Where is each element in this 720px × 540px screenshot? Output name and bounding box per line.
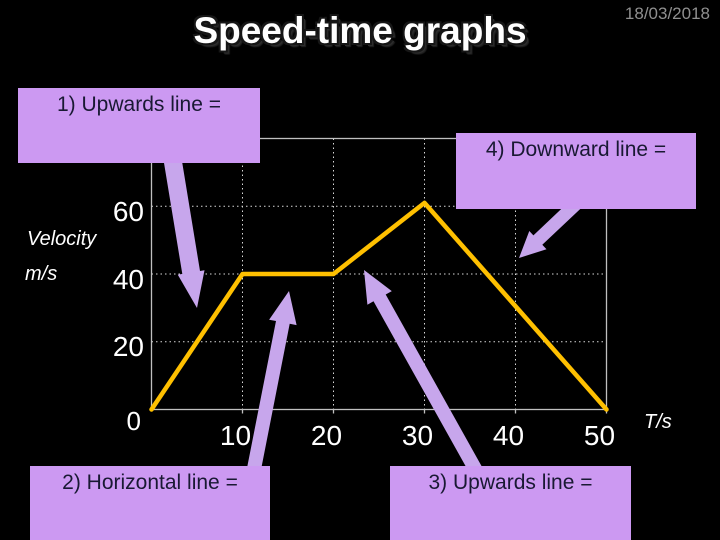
x-axis-tick-label: 50	[583, 420, 616, 451]
velocity-line	[149, 200, 609, 412]
callout-box-upwards-line-3: 3) Upwards line =	[390, 466, 631, 540]
callout-label: 1) Upwards line =	[57, 93, 221, 116]
x-axis-tick-label: 30	[401, 420, 434, 451]
x-axis-tick-label: 20	[310, 420, 343, 451]
origin-tick-label: 0	[126, 406, 141, 436]
x-axis-tick-label: 10	[219, 420, 252, 451]
x-axis-title: T/s	[644, 411, 672, 433]
y-axis-tick-label: 60	[112, 195, 144, 227]
x-axis-tick-label: 40	[492, 420, 525, 451]
callout-box-upwards-line-1: 1) Upwards line =	[18, 88, 260, 163]
callout-label: 4) Downward line =	[485, 138, 667, 161]
slide-title: Speed-time graphs	[193, 10, 527, 51]
callout-arrow	[163, 154, 205, 308]
callout-label: 2) Horizontal line =	[62, 471, 238, 494]
callout-box-downward-line-4: 4) Downward line =	[456, 133, 696, 209]
y-axis-tick-label: 40	[112, 263, 144, 295]
y-axis-tick-label: 20	[112, 331, 144, 363]
callout-arrow	[364, 270, 485, 478]
callout-label: 3) Upwards line =	[428, 471, 593, 494]
callout-arrow	[246, 291, 297, 476]
y-axis-unit: m/s	[25, 263, 58, 285]
callout-box-horizontal-line-2: 2) Horizontal line =	[30, 466, 270, 540]
y-axis-title: Velocity	[27, 228, 97, 250]
date-label: 18/03/2018	[624, 4, 710, 23]
